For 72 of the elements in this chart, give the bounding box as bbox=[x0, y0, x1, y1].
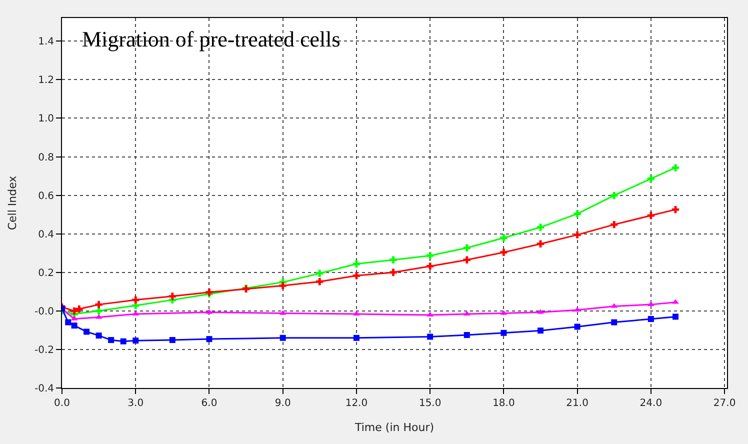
point bbox=[84, 328, 90, 335]
y-tick-label: -0.4 bbox=[34, 384, 54, 394]
x-tick-label: 15.0 bbox=[418, 398, 442, 409]
point bbox=[647, 175, 655, 182]
point bbox=[536, 224, 544, 231]
point bbox=[316, 278, 324, 286]
x-tick-label: 24.0 bbox=[640, 398, 662, 409]
y-tick-label: 0.6 bbox=[38, 190, 54, 202]
point bbox=[611, 319, 618, 326]
y-tick-label: -0.0 bbox=[34, 306, 54, 318]
point bbox=[168, 292, 176, 300]
point bbox=[537, 309, 544, 314]
point bbox=[672, 206, 680, 214]
x-tick-label: 18.0 bbox=[492, 398, 515, 409]
x-tick-label: 21.0 bbox=[566, 398, 588, 409]
point bbox=[463, 256, 470, 264]
point bbox=[390, 256, 397, 264]
y-tick-label: -0.2 bbox=[34, 344, 54, 356]
x-tick-label: 12.0 bbox=[345, 398, 368, 409]
point bbox=[132, 296, 140, 304]
point bbox=[206, 336, 212, 342]
point bbox=[352, 260, 360, 268]
point bbox=[427, 334, 434, 340]
point bbox=[426, 262, 434, 270]
point bbox=[648, 316, 654, 322]
y-tick-label: 1.0 bbox=[38, 114, 54, 125]
point bbox=[95, 300, 102, 308]
y-axis-title: Cell Index bbox=[6, 175, 20, 230]
point bbox=[500, 248, 508, 256]
point bbox=[279, 282, 286, 290]
point bbox=[132, 338, 139, 344]
point bbox=[70, 307, 78, 315]
point bbox=[500, 234, 508, 242]
point bbox=[390, 268, 397, 276]
point bbox=[610, 192, 618, 200]
point bbox=[76, 305, 83, 313]
point bbox=[464, 332, 470, 338]
y-tick-label: 0.4 bbox=[38, 229, 54, 240]
point bbox=[610, 220, 618, 228]
point bbox=[71, 322, 78, 329]
point bbox=[538, 328, 544, 334]
point bbox=[672, 164, 680, 172]
point bbox=[353, 334, 360, 341]
x-tick-label: 6.0 bbox=[201, 398, 218, 409]
y-tick-label: 1.2 bbox=[38, 75, 54, 86]
point bbox=[500, 330, 507, 336]
point bbox=[65, 319, 72, 326]
point bbox=[316, 270, 324, 277]
chart-title: Migration of pre-treated cells bbox=[82, 26, 340, 52]
point bbox=[352, 272, 360, 280]
x-tick-label: 0.0 bbox=[54, 398, 70, 409]
x-axis-title: Time (in Hour) bbox=[354, 421, 434, 434]
point bbox=[672, 314, 678, 320]
point bbox=[108, 337, 114, 344]
y-tick-label: 0.8 bbox=[38, 152, 54, 164]
point bbox=[463, 244, 470, 252]
x-tick-label: 3.0 bbox=[128, 398, 144, 409]
point bbox=[536, 240, 544, 248]
point bbox=[647, 212, 655, 220]
y-tick-label: 1.4 bbox=[38, 36, 54, 48]
point bbox=[169, 337, 176, 344]
x-tick-label: 27.0 bbox=[713, 398, 736, 409]
y-tick-label: 0.2 bbox=[38, 268, 54, 279]
point bbox=[574, 324, 580, 330]
point bbox=[426, 252, 434, 260]
point bbox=[120, 338, 126, 344]
x-tick-label: 9.0 bbox=[274, 398, 291, 409]
point bbox=[96, 332, 102, 339]
point bbox=[574, 231, 581, 238]
point bbox=[280, 334, 286, 341]
point bbox=[574, 210, 581, 218]
point bbox=[95, 307, 102, 315]
